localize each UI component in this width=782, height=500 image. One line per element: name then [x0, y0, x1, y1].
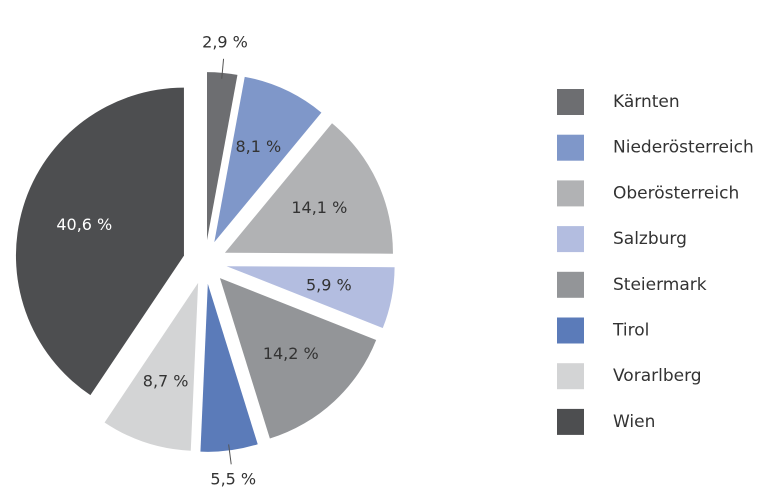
data-label: 8,1 %: [235, 137, 281, 156]
data-label: 8,7 %: [143, 371, 189, 390]
data-label: 5,9 %: [306, 276, 352, 295]
data-label: 2,9 %: [202, 32, 248, 51]
legend-swatch: [557, 134, 584, 161]
legend-swatch: [557, 226, 584, 253]
legend-swatch: [557, 408, 584, 435]
leader-line: [221, 58, 225, 79]
legend-label: Oberösterreich: [613, 183, 739, 203]
pie-slice: [104, 282, 199, 451]
pie-slice: [214, 76, 322, 243]
legend-label: Tirol: [612, 321, 649, 341]
legend-label: Steiermark: [613, 275, 707, 295]
pie-slice: [224, 123, 393, 254]
pie-slice: [207, 72, 238, 241]
legend-swatch: [557, 363, 584, 390]
legend-swatch: [557, 89, 584, 115]
legend-label: Salzburg: [613, 229, 687, 249]
data-label: 40,6 %: [56, 215, 112, 234]
data-label: 14,1 %: [291, 198, 347, 217]
data-label: 5,5 %: [210, 470, 256, 489]
legend-swatch: [557, 180, 584, 207]
pie-slice: [219, 278, 377, 439]
pie-slice: [15, 87, 184, 396]
legend-swatch: [557, 317, 584, 344]
legend-swatch: [557, 271, 584, 298]
data-label: 14,2 %: [263, 344, 319, 363]
leader-line: [228, 444, 232, 465]
legend-label: Wien: [613, 412, 655, 432]
legend-label: Kärnten: [613, 92, 680, 112]
legend-label: Niederösterreich: [613, 138, 754, 158]
legend-label: Vorarlberg: [613, 366, 702, 386]
pie-slice: [226, 266, 395, 329]
pie-slice: [200, 283, 258, 452]
